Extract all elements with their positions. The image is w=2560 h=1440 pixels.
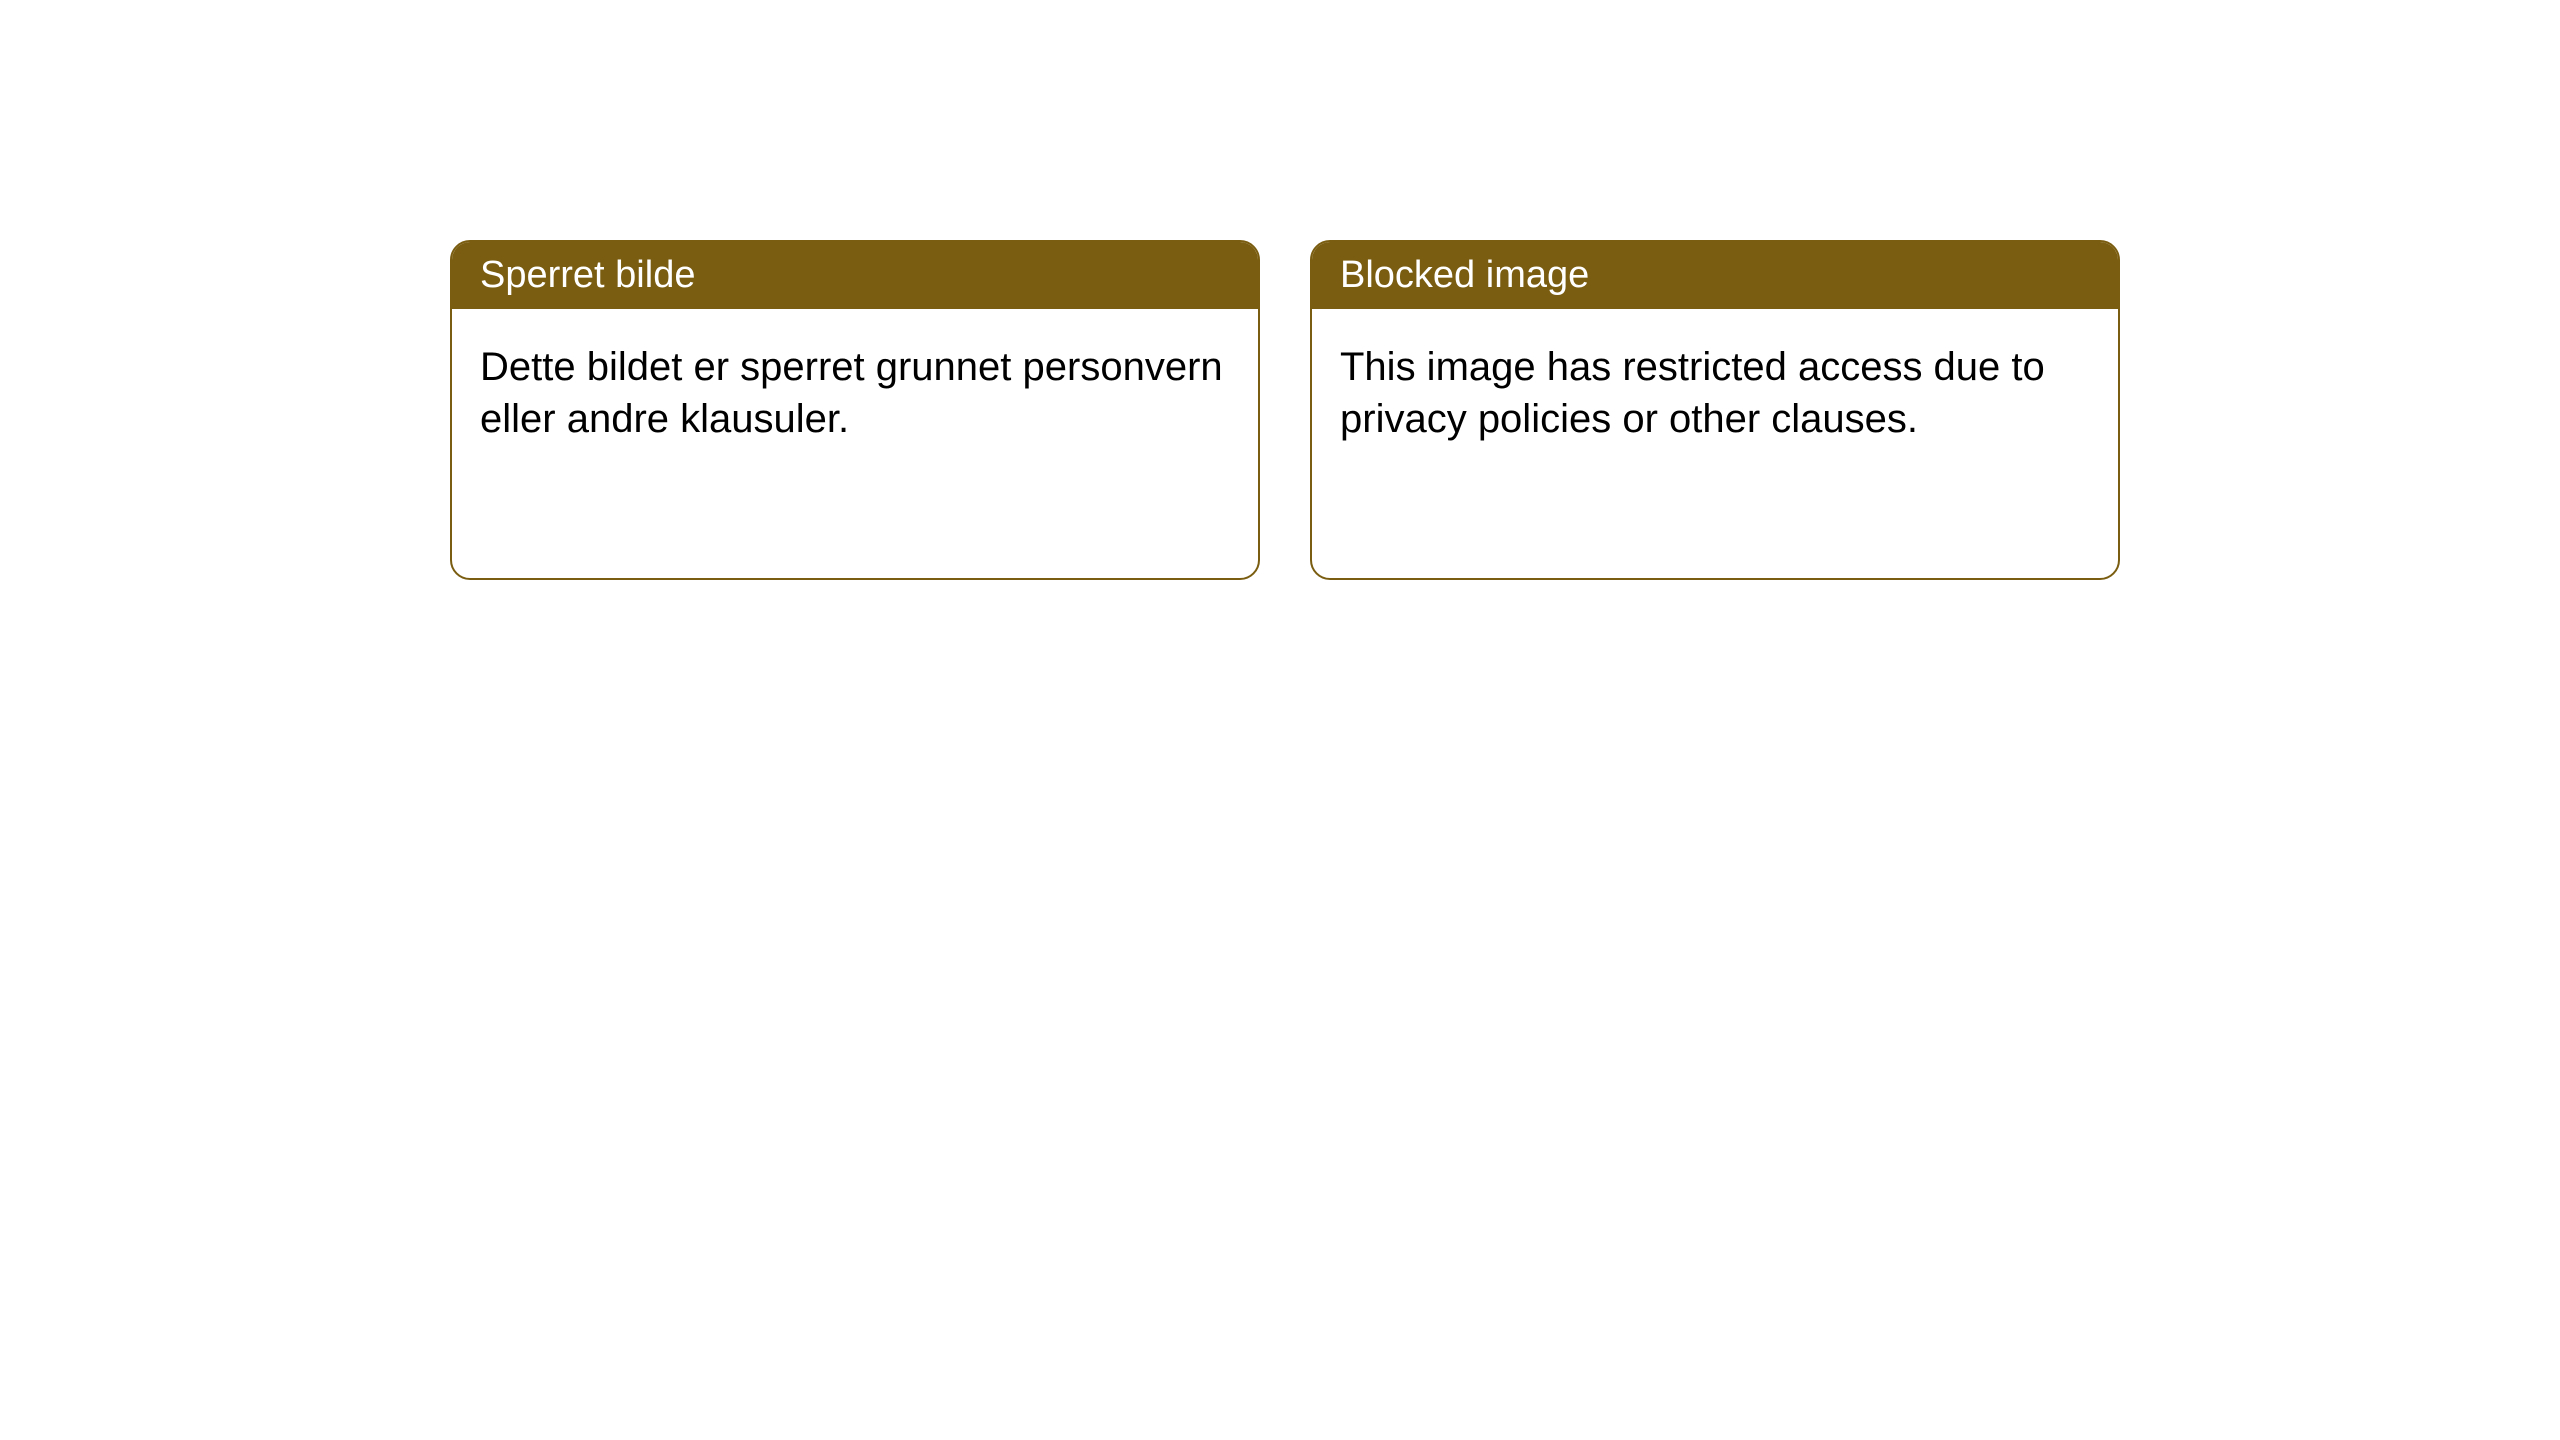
notice-body: This image has restricted access due to … — [1312, 309, 2118, 477]
notice-card-english: Blocked image This image has restricted … — [1310, 240, 2120, 580]
notice-card-norwegian: Sperret bilde Dette bildet er sperret gr… — [450, 240, 1260, 580]
notice-header: Sperret bilde — [452, 242, 1258, 309]
notice-container: Sperret bilde Dette bildet er sperret gr… — [0, 0, 2560, 580]
notice-title: Blocked image — [1340, 254, 1589, 296]
notice-title: Sperret bilde — [480, 254, 695, 296]
notice-body: Dette bildet er sperret grunnet personve… — [452, 309, 1258, 477]
notice-text: This image has restricted access due to … — [1340, 345, 2045, 441]
notice-header: Blocked image — [1312, 242, 2118, 309]
notice-text: Dette bildet er sperret grunnet personve… — [480, 345, 1223, 441]
